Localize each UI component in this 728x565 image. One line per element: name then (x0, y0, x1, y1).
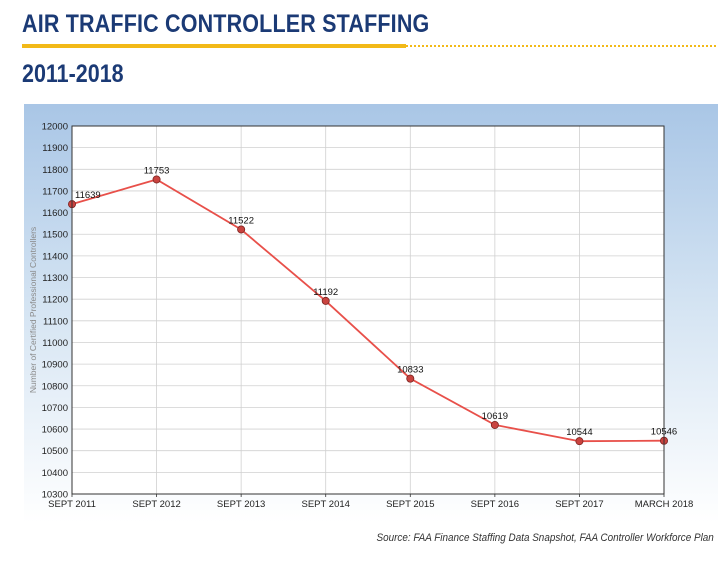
y-tick-label: 11800 (42, 165, 68, 176)
data-label: 11639 (75, 190, 101, 201)
source-note: Source: FAA Finance Staffing Data Snapsh… (376, 532, 714, 544)
x-tick-label: SEPT 2015 (386, 499, 434, 510)
title-rule-dotted (406, 45, 716, 47)
x-tick-label: SEPT 2013 (217, 499, 265, 510)
x-axis-ticks: SEPT 2011 SEPT 2012 SEPT 2013 SEPT 2014 SEPT… (48, 494, 693, 510)
y-tick-label: 10600 (42, 425, 68, 436)
y-tick-label: 12000 (42, 122, 68, 133)
y-tick-label: 11600 (42, 208, 68, 219)
y-axis-ticks: 10300 10400 10500 10600 10700 10800 10900 11000… (42, 122, 68, 501)
y-tick-label: 10500 (42, 446, 68, 457)
data-label: 10544 (566, 427, 592, 438)
data-point (321, 296, 330, 305)
plot-frame (71, 125, 665, 495)
data-label: 11192 (313, 287, 338, 298)
y-tick-label: 11500 (42, 230, 68, 241)
page-subtitle: 2011-2018 (22, 60, 124, 88)
data-point (152, 175, 161, 184)
data-label: 11522 (228, 215, 254, 226)
data-point (406, 374, 415, 383)
y-tick-label: 11200 (42, 295, 68, 306)
y-tick-label: 10700 (42, 403, 68, 414)
data-point (575, 437, 584, 446)
x-tick-label: MARCH 2018 (635, 499, 694, 510)
data-label: 10833 (397, 365, 423, 376)
y-axis-label: Number of Certified Professional Control… (28, 227, 38, 393)
y-tick-label: 10800 (42, 381, 68, 392)
data-label: 10619 (482, 411, 508, 422)
series-line (71, 178, 665, 443)
x-tick-label: SEPT 2016 (471, 499, 519, 510)
data-point (237, 225, 246, 234)
y-tick-label: 10900 (42, 360, 68, 371)
x-tick-label: SEPT 2011 (48, 499, 96, 510)
y-tick-label: 11400 (42, 251, 68, 262)
x-tick-label: SEPT 2014 (302, 499, 350, 510)
title-rule (22, 44, 406, 48)
y-tick-label: 11000 (42, 338, 68, 349)
x-tick-label: SEPT 2017 (555, 499, 603, 510)
y-tick-label: 11300 (42, 273, 68, 284)
y-tick-label: 11700 (42, 186, 68, 197)
page-title: AIR TRAFFIC CONTROLLER STAFFING (22, 10, 430, 38)
y-tick-label: 10300 (42, 490, 68, 501)
data-point (490, 420, 499, 429)
y-tick-label: 10400 (42, 468, 68, 479)
data-label: 11753 (144, 165, 170, 176)
y-tick-label: 11100 (43, 316, 68, 327)
y-tick-label: 11900 (42, 143, 68, 154)
x-tick-label: SEPT 2012 (132, 499, 180, 510)
